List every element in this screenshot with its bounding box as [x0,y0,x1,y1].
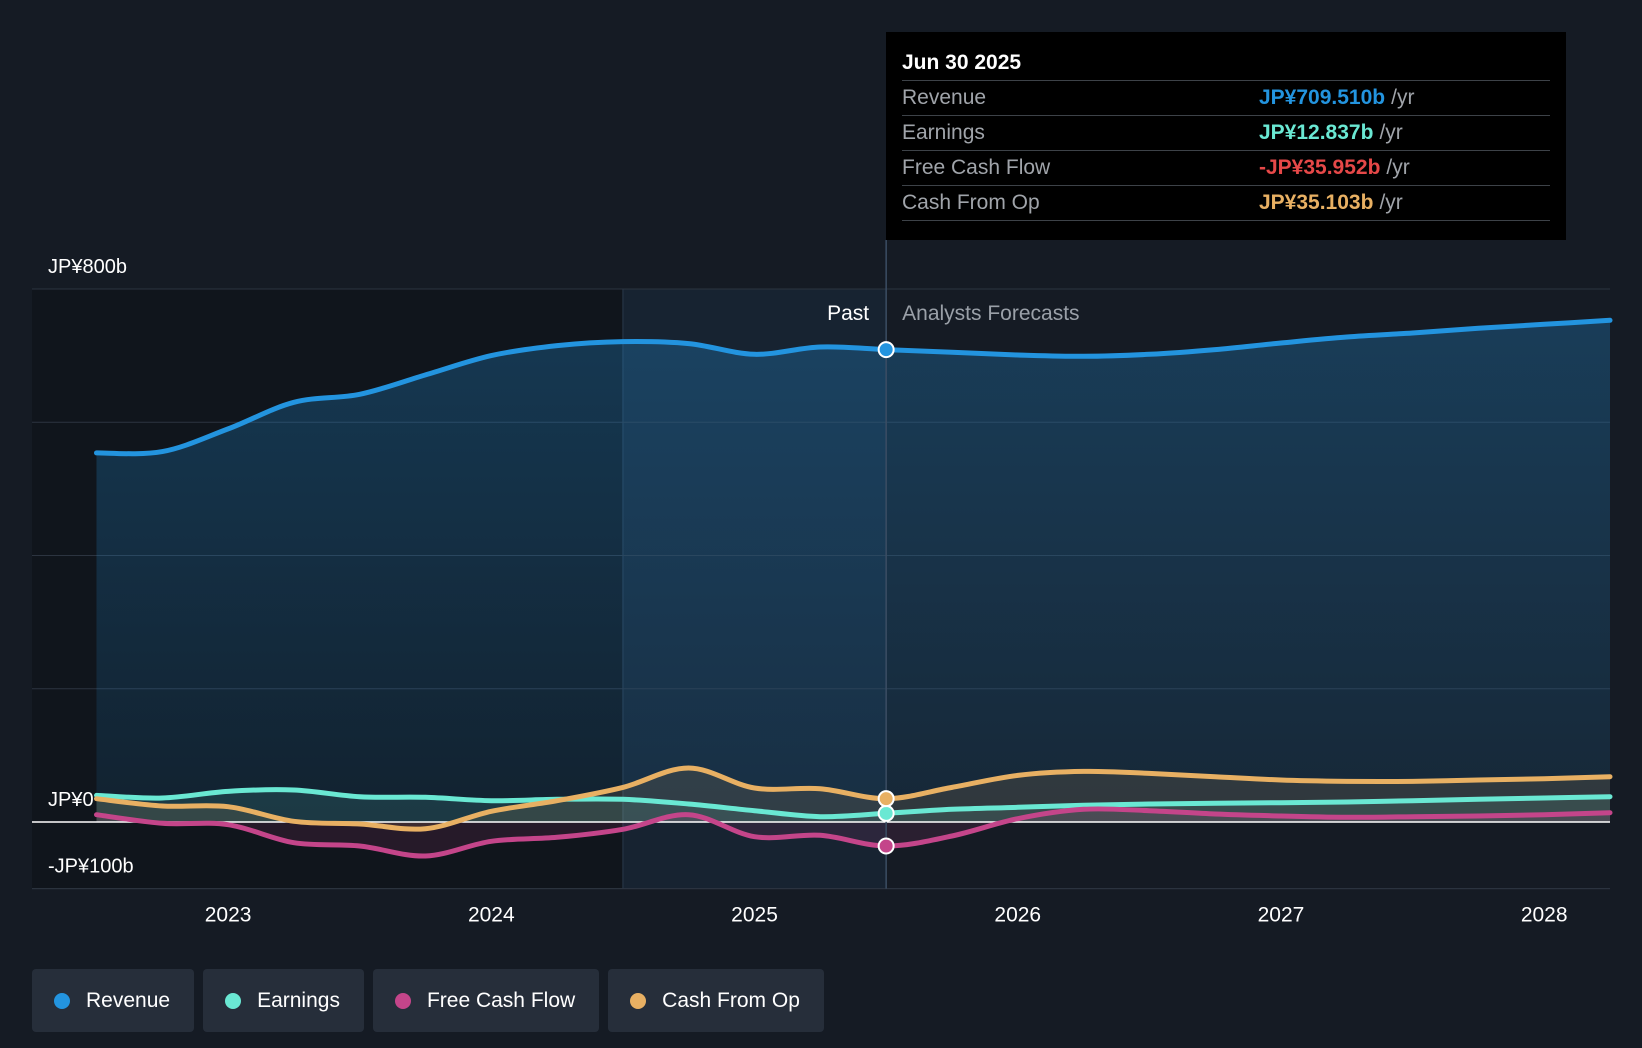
legend-dot-icon [394,992,411,1009]
legend-dot-icon [630,992,647,1009]
revenue-marker [877,341,895,359]
x-tick-label: 2028 [1521,904,1568,927]
cash-from-op-marker [877,790,895,808]
tooltip: Jun 30 2025 Revenue JP¥709.510b /yr Earn… [886,32,1566,240]
legend-item-free-cash-flow[interactable]: Free Cash Flow [372,969,600,1032]
tooltip-markers [877,341,895,855]
tooltip-unit: /yr [1391,86,1415,109]
series-areas [96,320,1610,857]
x-tick-label: 2024 [468,904,515,927]
x-axis: 2023 2024 2025 2026 2027 2028 [32,888,1610,927]
tooltip-label: Cash From Op [902,191,1040,214]
y-axis: JP¥800b JP¥0 -JP¥100b [48,256,134,878]
legend-item-cash-from-op[interactable]: Cash From Op [608,969,824,1032]
tooltip-label: Revenue [902,86,987,109]
free-cash-flow-line [94,806,1613,859]
free-cash-flow-marker [877,837,895,855]
legend-item-revenue[interactable]: Revenue [32,969,195,1032]
y-tick-label: JP¥800b [48,256,127,278]
tooltip-value: JP¥12.837b [1259,121,1374,144]
y-tick-label: JP¥0 [48,789,94,811]
tooltip-row-revenue: Revenue JP¥709.510b /yr [902,80,1550,115]
legend-dot-icon [54,992,70,1009]
period-labels: Past Analysts Forecasts [827,302,1079,325]
legend-item-earnings[interactable]: Earnings [203,969,364,1032]
tooltip-value: JP¥35.103b [1259,191,1374,214]
tooltip-label: Earnings [902,121,985,144]
x-tick-label: 2023 [205,904,252,927]
tooltip-value: -JP¥35.952b [1259,156,1381,179]
tooltip-row-earnings: Earnings JP¥12.837b /yr [902,115,1550,150]
tooltip-row-cash-from-op: Cash From Op JP¥35.103b /yr [902,185,1550,221]
cash-from-op-line [94,765,1613,832]
tooltip-unit: /yr [1379,121,1403,144]
legend-label: Free Cash Flow [426,988,576,1012]
y-tick-label: -JP¥100b [48,856,134,878]
tooltip-row-free-cash-flow: Free Cash Flow -JP¥35.952b /yr [902,150,1550,185]
past-label: Past [827,302,869,325]
legend: Revenue Earnings Free Cash Flow Cash Fro… [32,969,824,1032]
x-tick-label: 2025 [731,904,778,927]
tooltip-date: Jun 30 2025 [902,51,1022,74]
forecast-label: Analysts Forecasts [902,302,1079,325]
legend-label: Earnings [257,988,340,1012]
legend-label: Revenue [86,988,171,1012]
revenue-area [96,320,1610,822]
earnings-marker [877,804,895,822]
x-tick-label: 2027 [1258,904,1305,927]
legend-dot-icon [225,992,242,1009]
revenue-line [94,317,1613,457]
tooltip-unit: /yr [1379,191,1403,214]
tooltip-value: JP¥709.510b [1259,86,1386,109]
tooltip-unit: /yr [1386,156,1410,179]
legend-label: Cash From Op [662,988,800,1012]
x-tick-label: 2026 [994,904,1041,927]
tooltip-label: Free Cash Flow [902,156,1051,179]
earnings-line [94,787,1613,820]
series-lines [94,317,1613,859]
